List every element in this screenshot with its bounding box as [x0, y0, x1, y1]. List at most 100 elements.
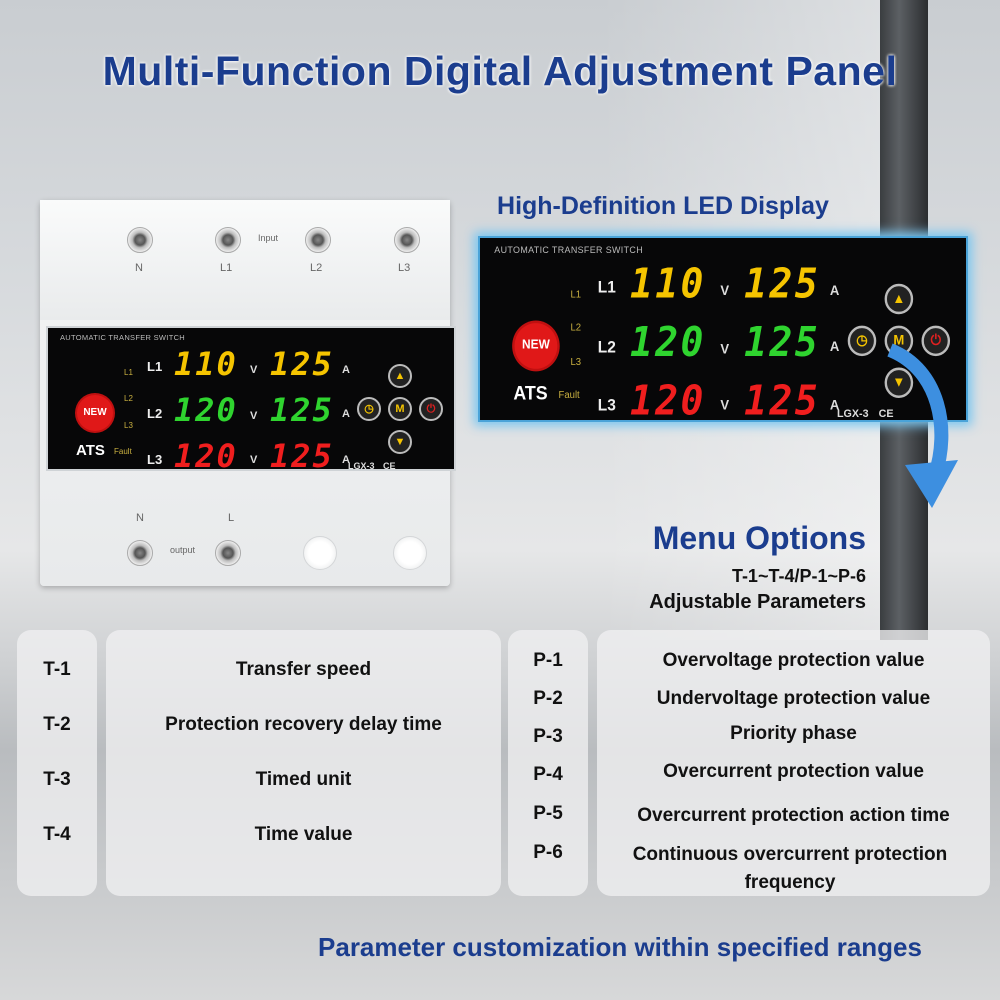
terminal-screw	[305, 227, 331, 253]
voltage-readout-l3: 120	[629, 376, 706, 422]
t-code: T-4	[43, 824, 71, 845]
clock-button[interactable]: ◷	[357, 397, 381, 421]
new-badge: NEW	[77, 395, 113, 431]
p-desc: Overcurrent protection value	[663, 761, 924, 782]
terminal-label: L	[228, 512, 235, 524]
knockout-hole	[393, 536, 427, 570]
ats-label: ATS	[76, 442, 105, 459]
indicator-l1: L1	[124, 368, 133, 377]
indicator-l2: L2	[570, 321, 582, 334]
p-code: P-4	[533, 764, 563, 785]
amp-unit: A	[342, 364, 350, 376]
current-readout-l3: 125	[270, 437, 334, 475]
line-label: L2	[147, 406, 163, 421]
amp-unit: A	[829, 398, 840, 414]
current-readout-l1: 125	[270, 345, 334, 383]
led-caption: High-Definition LED Display	[497, 192, 829, 220]
p-desc: Undervoltage protection value	[656, 688, 931, 709]
terminal-label: N	[135, 262, 143, 274]
menu-subtitle: Adjustable Parameters	[649, 591, 866, 613]
power-button[interactable]: ⏻	[921, 325, 951, 357]
down-button[interactable]: ▼	[884, 367, 914, 399]
up-button[interactable]: ▲	[388, 364, 412, 388]
p-desc: Overvoltage protection value	[662, 650, 925, 671]
model-label: LGX-3 CE	[837, 406, 894, 420]
p-code: P-1	[533, 650, 563, 671]
amp-unit: A	[342, 408, 350, 420]
volt-unit: V	[250, 410, 258, 422]
display-header: AUTOMATIC TRANSFER SWITCH	[494, 244, 644, 256]
voltage-readout-l2: 120	[174, 391, 238, 429]
p-desc-column	[597, 630, 990, 896]
p-desc: Overcurrent protection action time	[637, 805, 950, 826]
up-button[interactable]: ▲	[884, 283, 914, 315]
led-display-zoomed: AUTOMATIC TRANSFER SWITCH NEW ATS L1 L2 …	[478, 236, 968, 422]
voltage-readout-l1: 110	[174, 345, 238, 383]
ats-label: ATS	[513, 382, 548, 405]
volt-unit: V	[250, 454, 258, 466]
terminal-screw	[394, 227, 420, 253]
indicator-l2: L2	[124, 394, 133, 403]
t-desc: Transfer speed	[235, 659, 372, 680]
t-desc: Timed unit	[255, 769, 352, 790]
voltage-readout-l3: 120	[174, 437, 238, 475]
line-label: L2	[597, 337, 616, 357]
volt-unit: V	[720, 342, 730, 358]
led-display-enlarged: AUTOMATIC TRANSFER SWITCH NEW ATS L1 L2 …	[480, 238, 966, 422]
terminal-screw	[127, 227, 153, 253]
new-badge: NEW	[514, 323, 558, 369]
amp-unit: A	[829, 283, 840, 299]
indicator-l1: L1	[570, 288, 582, 301]
indicator-fault: Fault	[114, 447, 132, 456]
p-code: P-6	[533, 842, 563, 863]
page-title: Multi-Function Digital Adjustment Panel	[102, 48, 898, 94]
t-code: T-2	[43, 714, 71, 735]
clock-button[interactable]: ◷	[847, 325, 877, 357]
line-label: L3	[147, 452, 163, 467]
menu-range: T-1~T-4/P-1~P-6	[731, 566, 866, 586]
model-label: LGX-3 CE	[348, 461, 396, 471]
line-label: L1	[597, 277, 616, 297]
output-label: output	[170, 545, 196, 555]
voltage-readout-l1: 110	[629, 259, 706, 308]
current-readout-l1: 125	[744, 259, 821, 308]
current-readout-l2: 125	[270, 391, 334, 429]
indicator-l3: L3	[570, 356, 582, 368]
t-desc: Time value	[254, 824, 353, 845]
p-desc: Continuous overcurrent protection freque…	[632, 844, 948, 893]
p-code: P-5	[533, 803, 563, 824]
volt-unit: V	[720, 283, 730, 299]
p-code: P-3	[533, 726, 563, 747]
volt-unit: V	[720, 398, 730, 414]
terminal-label: L1	[220, 262, 233, 274]
terminal-label: L2	[310, 262, 323, 274]
t-code: T-3	[43, 769, 71, 790]
terminal-screw	[215, 540, 241, 566]
input-label: Input	[258, 233, 279, 243]
amp-unit: A	[342, 454, 350, 466]
terminal-screw	[127, 540, 153, 566]
display-header: AUTOMATIC TRANSFER SWITCH	[60, 333, 186, 342]
menu-title: Menu Options	[652, 520, 866, 556]
ats-device: N L1 L2 L3 Input AUTOMATIC TRANSFER SWIT…	[40, 200, 456, 586]
curved-arrow-icon	[887, 343, 958, 508]
footer-caption: Parameter customization within specified…	[318, 932, 922, 962]
menu-button[interactable]: M	[388, 397, 412, 421]
t-code-column	[17, 630, 97, 896]
t-code: T-1	[43, 659, 71, 680]
p-code-column	[508, 630, 588, 896]
led-display: AUTOMATIC TRANSFER SWITCH NEW ATS L1 L2 …	[46, 326, 456, 475]
voltage-readout-l2: 120	[629, 318, 706, 367]
t-desc-column	[106, 630, 501, 896]
current-readout-l2: 125	[744, 318, 821, 367]
down-button[interactable]: ▼	[388, 430, 412, 454]
power-button[interactable]: ⏻	[419, 397, 443, 421]
current-readout-l3: 125	[744, 376, 821, 422]
knockout-hole	[303, 536, 337, 570]
t-desc: Protection recovery delay time	[165, 714, 442, 735]
p-code: P-2	[533, 688, 563, 709]
terminal-label: N	[136, 512, 144, 524]
indicator-l3: L3	[124, 421, 133, 430]
line-label: L3	[597, 395, 616, 415]
indicator-fault: Fault	[558, 389, 580, 401]
